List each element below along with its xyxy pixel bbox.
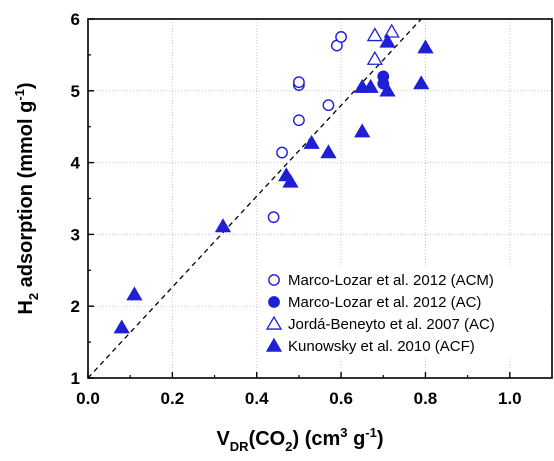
axis-title-part: g bbox=[348, 428, 366, 450]
data-point bbox=[354, 123, 371, 138]
legend-marker bbox=[265, 315, 283, 330]
data-point bbox=[366, 50, 383, 65]
x-tick-label: 0.0 bbox=[76, 389, 100, 408]
legend-background bbox=[262, 266, 550, 358]
x-tick-label: 0.4 bbox=[245, 389, 269, 408]
data-point bbox=[282, 173, 299, 188]
data-point bbox=[293, 114, 305, 127]
y-tick-label: 2 bbox=[71, 297, 80, 316]
axis-ticks: 0.0 0.2 0.4 0.6 0.8 1.0 1 2 3 4 5 6 bbox=[71, 10, 553, 408]
data-point bbox=[413, 75, 430, 90]
data-point bbox=[276, 146, 288, 159]
axis-title-part: ) (cm bbox=[292, 428, 340, 450]
y-tick-label: 5 bbox=[71, 82, 80, 101]
data-point bbox=[320, 144, 337, 159]
data-point bbox=[214, 218, 232, 233]
data-point bbox=[383, 23, 400, 38]
data-point bbox=[379, 82, 396, 97]
y-tick-label: 6 bbox=[71, 10, 80, 29]
x-tick-label: 0.8 bbox=[414, 389, 438, 408]
data-point bbox=[366, 27, 383, 42]
axis-title-part: ) bbox=[377, 428, 384, 450]
y-tick-label: 3 bbox=[71, 225, 80, 244]
y-axis-title: H2 adsorption (mmol g-1) bbox=[12, 82, 41, 314]
x-tick-label: 0.6 bbox=[329, 389, 353, 408]
legend-marker bbox=[265, 337, 283, 352]
data-point bbox=[293, 76, 305, 89]
legend-label: Jordá-Beneyto et al. 2007 (AC) bbox=[288, 316, 495, 333]
legend-marker bbox=[268, 296, 280, 308]
data-point bbox=[303, 134, 320, 149]
axis-title-part: DR bbox=[230, 439, 249, 454]
data-point bbox=[335, 31, 347, 43]
y-tick-label: 1 bbox=[71, 369, 80, 388]
data-point bbox=[379, 33, 396, 48]
axis-title-part: adsorption (mmol g bbox=[15, 101, 37, 293]
y-tick-label: 4 bbox=[71, 154, 81, 173]
legend-label: Marco-Lozar et al. 2012 (ACM) bbox=[288, 272, 494, 289]
data-point bbox=[126, 286, 143, 301]
axis-title-part: (CO bbox=[249, 428, 286, 450]
data-points bbox=[113, 23, 434, 334]
legend-label: Kunowsky et al. 2010 (ACF) bbox=[288, 338, 475, 355]
legend-marker bbox=[268, 274, 280, 286]
data-point bbox=[417, 39, 434, 54]
trend-line bbox=[87, 18, 422, 379]
data-point bbox=[113, 319, 130, 334]
x-axis-title: VDR(CO2) (cm3 g-1) bbox=[216, 425, 383, 454]
legend: Marco-Lozar et al. 2012 (ACM) Marco-Lozar… bbox=[262, 266, 550, 358]
axis-title-part: -1 bbox=[365, 425, 377, 440]
x-tick-label: 0.2 bbox=[161, 389, 185, 408]
axis-title-part: V bbox=[216, 428, 230, 450]
legend-label: Marco-Lozar et al. 2012 (AC) bbox=[288, 294, 481, 311]
data-point bbox=[377, 70, 390, 83]
axis-title-part: H bbox=[15, 300, 37, 314]
axis-title-part: 2 bbox=[26, 293, 41, 300]
axis-title-part: ) bbox=[15, 82, 37, 89]
data-point bbox=[322, 99, 335, 112]
x-tick-label: 1.0 bbox=[498, 389, 522, 408]
data-point bbox=[267, 211, 280, 224]
axis-title-part: 2 bbox=[285, 439, 292, 454]
data-point bbox=[362, 78, 379, 93]
axis-title-part: -1 bbox=[12, 89, 27, 101]
axis-title-part: 3 bbox=[340, 425, 347, 440]
